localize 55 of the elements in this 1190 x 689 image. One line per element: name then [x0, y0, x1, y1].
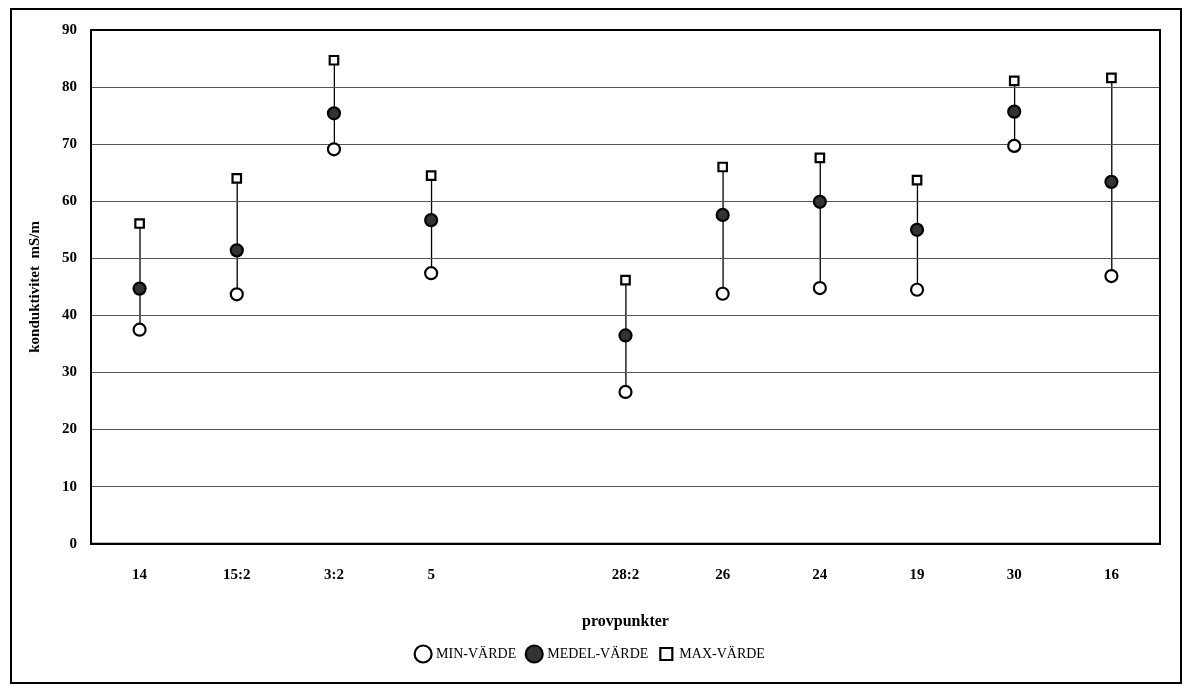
point — [1104, 174, 1119, 189]
point — [328, 54, 340, 66]
point — [909, 282, 925, 297]
y-tick-label: 30 — [62, 363, 77, 380]
y-tick-label: 0 — [69, 534, 77, 551]
point — [229, 287, 244, 302]
x-tick-label: 15:2 — [223, 565, 251, 582]
x-tick-label: 16 — [1103, 565, 1120, 582]
x-tick-label: 14 — [132, 565, 148, 582]
point — [326, 142, 342, 157]
point — [229, 243, 244, 258]
y-tick-label: 40 — [62, 306, 77, 323]
point — [231, 173, 243, 184]
y-tick-label: 80 — [62, 77, 77, 94]
point — [812, 280, 827, 296]
point — [620, 274, 631, 286]
point — [618, 328, 633, 343]
point — [717, 161, 729, 173]
x-tick-label: 28:2 — [611, 565, 640, 582]
y-tick-label: 60 — [62, 192, 77, 209]
y-tick-label: 50 — [62, 249, 77, 266]
point — [812, 194, 827, 209]
x-tick-label: 19 — [909, 565, 925, 582]
x-tick-label: 24 — [812, 565, 828, 582]
point — [618, 384, 633, 400]
point — [424, 213, 439, 228]
legend-label: MEDEL-VÄRDE — [547, 644, 649, 661]
y-tick-label: 20 — [62, 420, 77, 437]
point — [132, 281, 147, 296]
legend-label: MIN-VÄRDE — [436, 644, 517, 661]
x-tick-label: 26 — [715, 565, 731, 582]
point — [814, 152, 826, 164]
point — [1007, 104, 1022, 119]
point — [132, 322, 147, 337]
point — [1007, 138, 1022, 153]
point — [715, 286, 730, 301]
point — [1104, 268, 1119, 284]
point — [715, 207, 730, 223]
y-tick-label: 90 — [62, 20, 77, 37]
point — [425, 170, 437, 181]
point — [424, 266, 439, 281]
point — [911, 174, 923, 186]
legend-label: MAX-VÄRDE — [679, 644, 765, 661]
point — [326, 106, 342, 121]
y-axis-title: konduktivitet mS/m — [25, 220, 42, 353]
x-tick-label: 30 — [1006, 565, 1022, 582]
x-tick-label: 3:2 — [323, 565, 344, 582]
point — [909, 222, 925, 237]
point — [134, 218, 145, 229]
point — [1106, 72, 1117, 84]
point — [1008, 75, 1020, 87]
x-axis-title: provpunkter — [582, 611, 669, 630]
x-tick-label: 5 — [427, 565, 435, 582]
y-tick-label: 10 — [62, 477, 77, 494]
y-tick-label: 70 — [62, 135, 77, 152]
